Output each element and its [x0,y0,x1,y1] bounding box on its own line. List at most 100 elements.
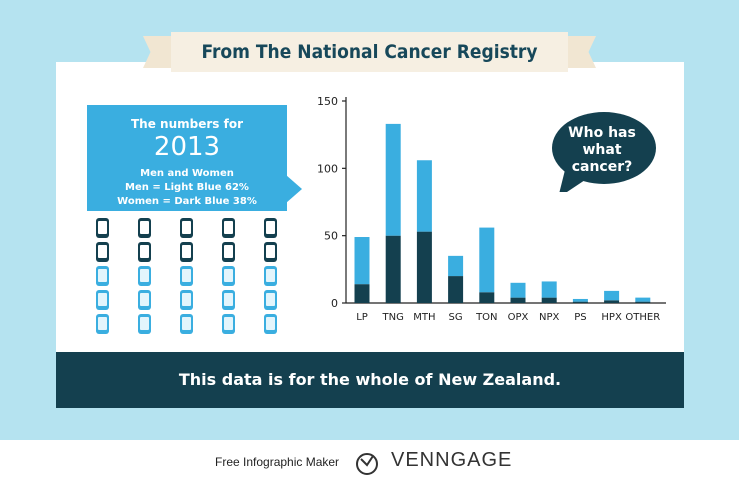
page-title: From The National Cancer Registry [201,41,538,63]
x-tick-label: TON [475,312,497,323]
phone-icon [96,290,109,310]
x-tick-label: LP [356,312,368,323]
phone-icon [138,290,151,310]
phone-icon [180,266,193,286]
phone-icon-grid [93,218,283,338]
x-tick-label: HPX [601,312,622,323]
phone-screen [266,293,275,306]
bar-men-ps [572,298,588,302]
x-tick-label: PS [574,312,586,323]
x-tick-label: NPX [539,312,560,323]
phone-screen [224,317,233,330]
phone-icon [222,266,235,286]
title-banner: From The National Cancer Registry [143,32,596,72]
phone-screen [140,317,149,330]
phone-screen [98,317,107,330]
phone-screen [140,221,149,234]
x-tick-label: OPX [508,312,529,323]
infobox-women-legend: Women = Dark Blue 38% [117,196,257,207]
phone-icon [264,242,277,262]
phone-screen [224,293,233,306]
x-tick-label: OTHER [625,312,660,323]
bar-women-npx [541,297,557,303]
phone-icon [180,218,193,238]
bar-women-other [635,301,651,303]
bar-men-other [635,297,651,302]
bar-women-hpx [604,300,620,303]
infobox-men-legend: Men = Light Blue 62% [125,182,249,193]
cancer-bar-chart: 0 50 100 150 LP TNG MTH SG TON OPX NPX PS HPX OTHER [317,95,666,323]
infobox-year: 2013 [153,132,221,162]
phone-screen [182,317,191,330]
phone-screen [98,269,107,282]
phone-screen [98,293,107,306]
phone-screen [266,269,275,282]
banner-body [171,32,568,72]
phone-screen [224,245,233,258]
phone-screen [182,269,191,282]
phone-icon [222,314,235,334]
bubble-line-2: what [582,141,622,158]
speech-bubble-text: Who has what cancer? [548,108,656,192]
phone-icon [96,242,109,262]
phone-screen [266,245,275,258]
y-tick-label: 50 [324,230,338,243]
phone-screen [140,269,149,282]
bar-men-ton [479,227,495,293]
bar-men-lp [354,237,370,285]
phone-icon [138,242,151,262]
credit-brand[interactable]: VENNGAGE [391,449,513,471]
y-tick-label: 0 [331,297,338,310]
phone-screen [98,221,107,234]
x-tick-label: SG [449,312,463,323]
bar-women-tng [385,235,401,303]
bar-men-npx [541,281,557,298]
phone-icon [222,290,235,310]
phone-icon [264,290,277,310]
phone-icon [264,218,277,238]
bar-men-sg [448,255,464,277]
phone-screen [224,269,233,282]
phone-screen [182,245,191,258]
bar-men-hpx [604,290,620,301]
phone-screen [98,245,107,258]
venngage-logo-icon[interactable] [354,450,380,476]
bar-women-ps [572,301,588,303]
phone-icon [180,290,193,310]
speech-bubble: Who has what cancer? [548,108,656,198]
bar-women-opx [510,297,526,303]
footer-bar: This data is for the whole of New Zealan… [56,352,684,408]
phone-screen [140,293,149,306]
phone-icon [222,218,235,238]
infobox-heading: The numbers for [131,117,243,131]
speech-bubble-shape [552,112,656,198]
bar-men-tng [385,123,401,236]
phone-icon [138,218,151,238]
bar-women-ton [479,292,495,303]
phone-icon [96,314,109,334]
bar-men-opx [510,282,526,298]
infobox-subheading: Men and Women [140,168,234,179]
numbers-infobox: The numbers for 2013 Men and Women Men =… [87,105,287,211]
phone-icon [138,266,151,286]
y-tick-label: 150 [317,95,338,108]
phone-screen [182,221,191,234]
phone-icon [96,218,109,238]
phone-screen [140,245,149,258]
phone-icon [138,314,151,334]
credit-tagline[interactable]: Free Infographic Maker [215,455,340,469]
phone-icon [222,242,235,262]
phone-screen [266,221,275,234]
bubble-line-3: cancer? [571,158,633,175]
bar-men-mth [416,160,432,232]
bubble-line-1: Who has [568,124,636,141]
credit-strip: Free Infographic Maker VENNGAGE [0,440,739,483]
bar-women-lp [354,284,370,303]
x-tick-label: TNG [382,312,404,323]
phone-icon [96,266,109,286]
phone-screen [266,317,275,330]
phone-icon [264,266,277,286]
phone-icon [180,314,193,334]
y-tick-label: 100 [317,162,338,175]
x-tick-label: MTH [413,312,435,323]
